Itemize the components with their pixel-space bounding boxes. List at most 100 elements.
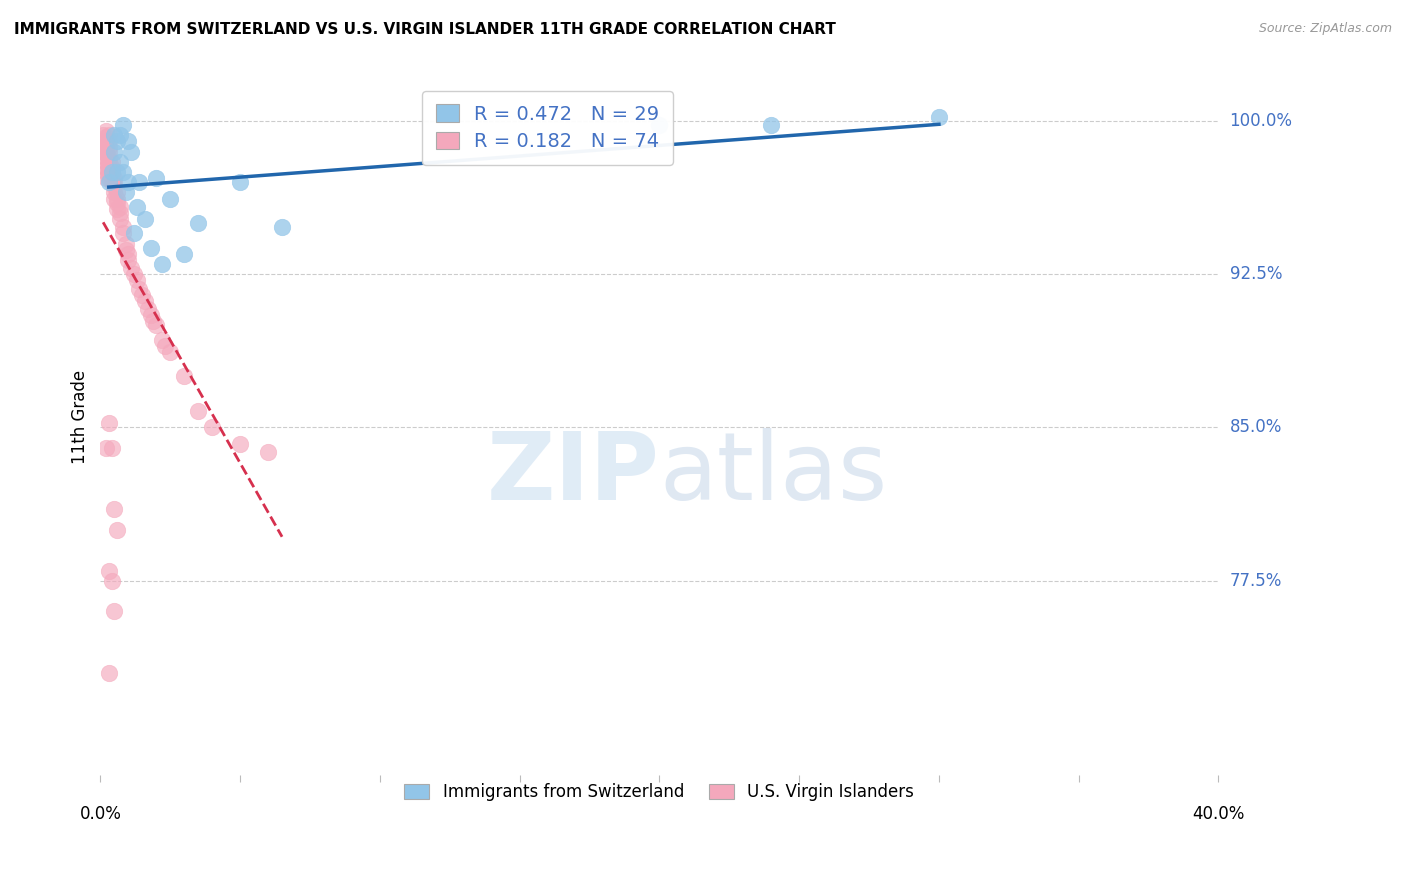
Point: [139, 308, 162, 322]
Point: [97, 134, 120, 148]
Point: [131, 287, 153, 301]
Point: [114, 243, 136, 257]
Point: [111, 227, 134, 241]
Point: [139, 241, 162, 255]
Point: [125, 273, 148, 287]
Point: [103, 192, 125, 206]
Point: [150, 333, 173, 347]
Point: [91, 128, 114, 143]
Point: [120, 261, 142, 276]
Point: [159, 192, 181, 206]
Point: [173, 246, 195, 260]
Point: [136, 301, 159, 316]
Point: [100, 441, 122, 455]
Point: [91, 140, 114, 154]
Point: [150, 257, 173, 271]
Point: [128, 281, 150, 295]
Point: [108, 200, 131, 214]
Point: [145, 171, 167, 186]
Point: [97, 171, 120, 186]
Point: [94, 151, 117, 165]
Point: [117, 175, 139, 189]
Point: [108, 154, 131, 169]
Point: [94, 165, 117, 179]
Text: atlas: atlas: [659, 428, 887, 521]
Point: [122, 227, 145, 241]
Point: [100, 171, 122, 186]
Point: [111, 220, 134, 235]
Point: [91, 134, 114, 148]
Point: [134, 293, 156, 308]
Point: [117, 252, 139, 267]
Point: [117, 134, 139, 148]
Point: [105, 186, 128, 200]
Point: [97, 140, 120, 154]
Point: [94, 171, 117, 186]
Point: [105, 523, 128, 537]
Point: [97, 154, 120, 169]
Point: [108, 212, 131, 227]
Point: [100, 175, 122, 189]
Point: [94, 140, 117, 154]
Point: [103, 502, 125, 516]
Point: [928, 110, 950, 124]
Point: [94, 145, 117, 159]
Point: [100, 161, 122, 175]
Point: [97, 145, 120, 159]
Point: [97, 165, 120, 179]
Point: [108, 206, 131, 220]
Point: [103, 179, 125, 194]
Point: [105, 202, 128, 216]
Point: [100, 154, 122, 169]
Point: [94, 130, 117, 145]
Point: [105, 195, 128, 210]
Point: [105, 165, 128, 179]
Point: [94, 154, 117, 169]
Point: [111, 165, 134, 179]
Point: [94, 161, 117, 175]
Point: [271, 220, 294, 235]
Text: 85.0%: 85.0%: [1230, 418, 1282, 436]
Point: [103, 186, 125, 200]
Point: [105, 134, 128, 148]
Point: [103, 145, 125, 159]
Text: 92.5%: 92.5%: [1230, 265, 1282, 283]
Point: [142, 314, 165, 328]
Point: [145, 318, 167, 333]
Text: 100.0%: 100.0%: [1230, 112, 1292, 130]
Text: 0.0%: 0.0%: [79, 805, 121, 823]
Text: ZIP: ZIP: [486, 428, 659, 521]
Point: [122, 267, 145, 281]
Point: [94, 134, 117, 148]
Point: [111, 118, 134, 132]
Text: IMMIGRANTS FROM SWITZERLAND VS U.S. VIRGIN ISLANDER 11TH GRADE CORRELATION CHART: IMMIGRANTS FROM SWITZERLAND VS U.S. VIRG…: [14, 22, 837, 37]
Point: [97, 161, 120, 175]
Point: [229, 175, 252, 189]
Point: [187, 404, 209, 418]
Legend: Immigrants from Switzerland, U.S. Virgin Islanders: Immigrants from Switzerland, U.S. Virgin…: [396, 775, 922, 810]
Point: [94, 124, 117, 138]
Point: [648, 118, 671, 132]
Point: [229, 437, 252, 451]
Point: [117, 246, 139, 260]
Point: [108, 128, 131, 143]
Point: [97, 151, 120, 165]
Point: [100, 165, 122, 179]
Point: [91, 145, 114, 159]
Point: [100, 165, 122, 179]
Point: [103, 128, 125, 143]
Point: [128, 175, 150, 189]
Point: [97, 564, 120, 578]
Text: Source: ZipAtlas.com: Source: ZipAtlas.com: [1258, 22, 1392, 36]
Point: [120, 145, 142, 159]
Point: [173, 369, 195, 384]
Point: [125, 200, 148, 214]
Point: [103, 175, 125, 189]
Point: [187, 216, 209, 230]
Text: 40.0%: 40.0%: [1192, 805, 1244, 823]
Point: [159, 344, 181, 359]
Point: [97, 128, 120, 143]
Point: [257, 445, 280, 459]
Point: [97, 417, 120, 431]
Point: [114, 186, 136, 200]
